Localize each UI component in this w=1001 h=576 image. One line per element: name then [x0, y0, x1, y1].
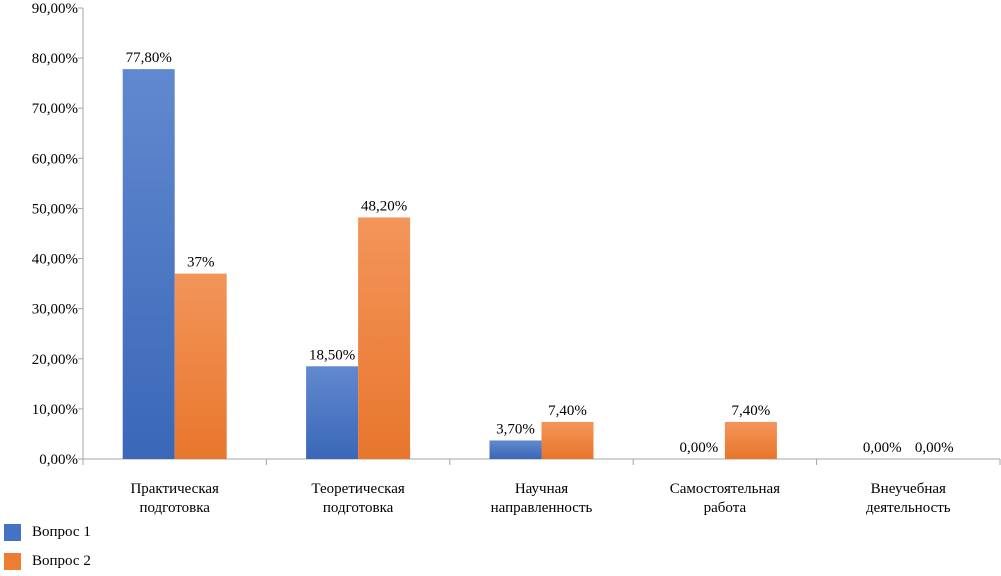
- bar-series-2: [541, 421, 594, 459]
- y-tick-label: 80,00%: [32, 51, 78, 67]
- data-label-series-2: 7,40%: [732, 403, 771, 419]
- bar-series-2: [724, 421, 777, 459]
- legend: Вопрос 1 Вопрос 2: [4, 518, 91, 576]
- category-label: Теоретическая подготовка: [311, 481, 404, 516]
- legend-item-series-1: Вопрос 1: [4, 518, 91, 547]
- category-label: Внеучебная деятельность: [866, 481, 951, 516]
- y-tick-label: 10,00%: [32, 402, 78, 418]
- y-tick-label: 30,00%: [32, 302, 78, 318]
- data-label-series-1: 0,00%: [863, 440, 902, 456]
- category-labels-group: Практическая подготовка Теоретическая подго…: [130, 481, 950, 516]
- legend-swatch-series-1: [4, 524, 21, 541]
- y-tick-label: 0,00%: [39, 452, 78, 468]
- data-label-series-2: 37%: [187, 255, 215, 271]
- bars-group: [122, 69, 777, 459]
- data-labels-group: 77,80% 37% 18,50% 48,20% 3,70% 7,40% 0,00% 7,40…: [126, 50, 954, 456]
- y-tick-label: 60,00%: [32, 151, 78, 167]
- data-label-series-2: 0,00%: [915, 440, 954, 456]
- legend-label-series-2: Вопрос 2: [32, 553, 91, 569]
- data-label-series-1: 18,50%: [309, 347, 355, 363]
- bar-chart: 0,00% 10,00% 20,00% 30,00% 40,00% 50,00% 60,00…: [32, 1, 1001, 516]
- bar-series-2: [358, 217, 411, 459]
- data-label-series-1: 3,70%: [496, 421, 535, 437]
- y-tick-label: 20,00%: [32, 352, 78, 368]
- category-label: Самостоятельная работа: [670, 481, 780, 516]
- x-axis: [82, 458, 1001, 465]
- bar-series-1: [306, 366, 359, 459]
- y-tick-label: 70,00%: [32, 101, 78, 117]
- category-label: Практическая подготовка: [130, 481, 219, 516]
- y-axis: 0,00% 10,00% 20,00% 30,00% 40,00% 50,00% 60,00…: [32, 1, 84, 468]
- data-label-series-2: 48,20%: [361, 198, 407, 214]
- y-tick-label: 90,00%: [32, 1, 78, 17]
- data-label-series-1: 77,80%: [126, 50, 172, 66]
- y-tick-label: 40,00%: [32, 252, 78, 268]
- data-label-series-1: 0,00%: [680, 440, 719, 456]
- legend-label-series-1: Вопрос 1: [32, 524, 91, 540]
- y-tick-label: 50,00%: [32, 201, 78, 217]
- legend-item-series-2: Вопрос 2: [4, 547, 91, 576]
- legend-swatch-series-2: [4, 553, 21, 570]
- bar-series-1: [122, 69, 175, 459]
- bar-series-1: [489, 440, 542, 459]
- category-label: Научная направленность: [491, 481, 593, 516]
- bar-series-2: [174, 273, 227, 459]
- data-label-series-2: 7,40%: [548, 403, 587, 419]
